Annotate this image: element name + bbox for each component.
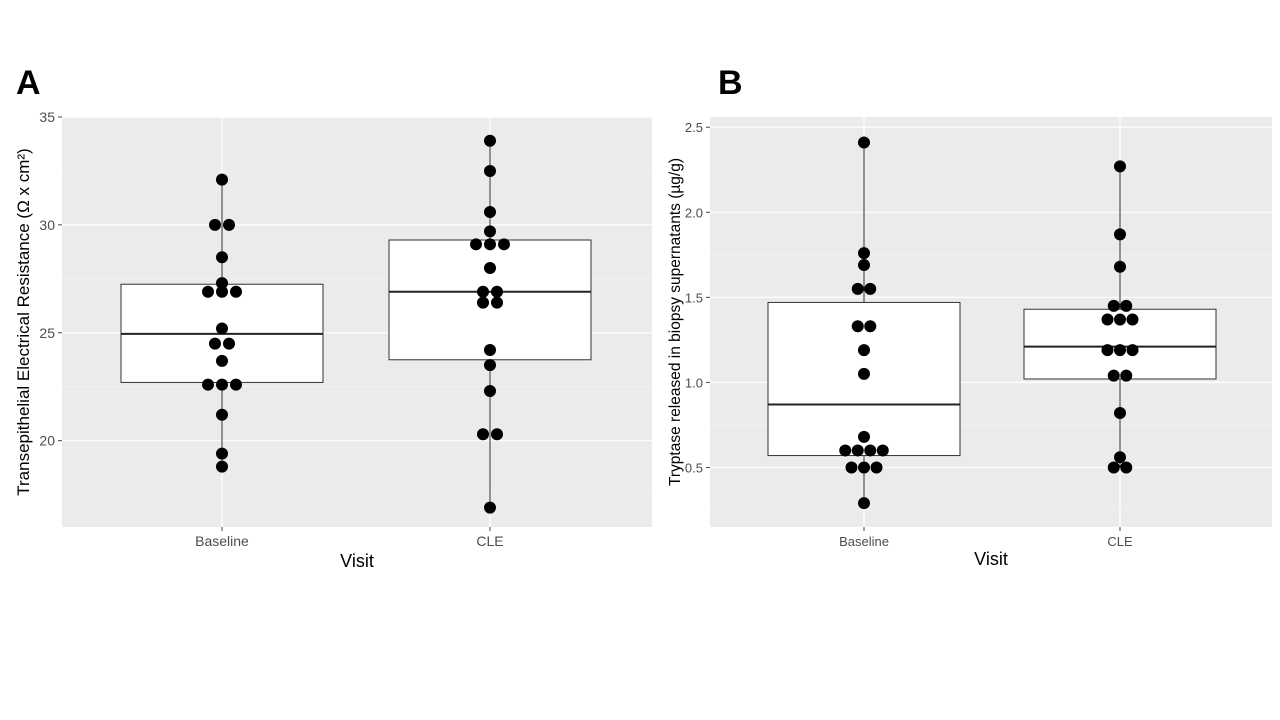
panel-b-data-point xyxy=(858,259,870,272)
panel-a-data-point xyxy=(216,285,228,298)
panel-b-data-point xyxy=(1120,461,1133,474)
panel-b-data-point xyxy=(1114,451,1126,464)
panel-a-data-point xyxy=(216,354,228,367)
panel-a-data-point xyxy=(216,408,228,421)
panel-a-data-point xyxy=(216,251,228,264)
panel-a-data-point xyxy=(216,173,228,186)
panel-b-data-point xyxy=(1107,369,1120,382)
panel-a-y-tick-label: 35 xyxy=(39,109,55,125)
panel-a-data-point xyxy=(484,134,496,147)
panel-a-x-axis-title: Visit xyxy=(340,551,374,571)
panel-b-data-point xyxy=(864,320,877,333)
panel-b-y-tick-label: 1.0 xyxy=(685,375,703,390)
panel-b-data-point xyxy=(858,136,870,149)
panel-a-data-point xyxy=(202,285,214,298)
panel-a-box-cle xyxy=(388,239,592,361)
panel-b-data-point xyxy=(864,282,877,295)
panel-b-data-point xyxy=(1114,407,1126,420)
panel-a-data-point xyxy=(491,428,503,441)
panel-a-y-axis-title: Transepithelial Electrical Resistance (Ω… xyxy=(14,148,33,495)
panel-b-data-point xyxy=(851,320,864,333)
panel-a-data-point xyxy=(484,164,496,177)
panel-b-data-point xyxy=(858,344,870,357)
panel-a-y-tick-label: 30 xyxy=(39,217,55,233)
panel-a-data-point xyxy=(230,285,242,298)
panel-b-data-point xyxy=(1114,313,1126,326)
panel-b-y-tick-label: 2.0 xyxy=(685,205,703,220)
panel-a-chart: 20 25 30 35 Baseline CLE Visit Transepithelial … xyxy=(14,109,652,571)
panel-a-data-point xyxy=(223,218,235,231)
panel-a-data-point xyxy=(491,296,503,309)
panel-b-data-point xyxy=(845,461,858,474)
panel-a-data-point xyxy=(484,501,496,514)
panel-a-data-point xyxy=(484,359,496,372)
panel-a-data-point xyxy=(202,378,214,391)
panel-b-x-tick-label: Baseline xyxy=(839,534,889,549)
panel-b-x-tick-label: CLE xyxy=(1107,534,1133,549)
panel-b-data-point xyxy=(1107,461,1120,474)
panel-a-data-point xyxy=(209,218,221,231)
panel-b-data-point xyxy=(858,367,870,380)
panel-b-data-point xyxy=(858,247,870,260)
panel-a-data-point xyxy=(216,322,228,335)
panel-a-data-point xyxy=(230,378,242,391)
panel-b-data-point xyxy=(1114,228,1126,241)
panel-a-data-point xyxy=(491,285,503,298)
panel-b-data-point xyxy=(858,497,870,510)
panel-a-x-tick-label: Baseline xyxy=(195,533,249,549)
panel-b-y-tick-label: 0.5 xyxy=(685,460,703,475)
panel-a-data-point xyxy=(484,262,496,275)
panel-a-data-point xyxy=(223,337,235,350)
panel-b-data-point xyxy=(1114,160,1126,173)
panel-a-data-point xyxy=(477,296,489,309)
panel-a-data-point xyxy=(484,225,496,238)
panel-b-data-point xyxy=(839,444,852,457)
panel-b-chart: 0.5 1.0 1.5 2.0 2.5 Baseline CLE Visit Tryptase … xyxy=(667,117,1272,569)
panel-b-data-point xyxy=(870,461,883,474)
panel-a-y-tick-label: 20 xyxy=(39,433,55,449)
panel-a-data-point xyxy=(477,285,489,298)
panel-a-data-point xyxy=(209,337,221,350)
panel-b-y-axis-title: Tryptase released in biopsy supernatants… xyxy=(667,158,684,486)
panel-a-data-point xyxy=(216,378,228,391)
panel-a-data-point xyxy=(216,277,228,290)
panel-b-data-point xyxy=(1120,369,1133,382)
panel-b-data-point xyxy=(1120,299,1133,312)
panel-a-data-point xyxy=(477,428,489,441)
panel-b-data-point xyxy=(851,282,864,295)
panel-b-data-point xyxy=(1114,260,1126,273)
panel-a-data-point xyxy=(216,460,228,473)
panel-b-data-point xyxy=(851,444,864,457)
panel-b-data-point xyxy=(1126,344,1139,357)
panel-b-data-point xyxy=(1126,313,1139,326)
panel-b-y-tick-label: 2.5 xyxy=(685,120,703,135)
panel-b-data-point xyxy=(864,444,877,457)
panel-b-data-point xyxy=(1114,344,1126,357)
panel-a-data-point xyxy=(484,238,496,251)
panel-a-data-point xyxy=(484,385,496,398)
panel-a-x-tick-label: CLE xyxy=(476,533,503,549)
panel-b-label: B xyxy=(718,64,743,102)
panel-a-data-point xyxy=(484,344,496,357)
panel-b-y-tick-label: 1.5 xyxy=(685,290,703,305)
panel-a-label: A xyxy=(16,64,41,102)
panel-b-data-point xyxy=(1101,344,1114,357)
panel-b-data-point xyxy=(876,444,889,457)
panel-a-data-point xyxy=(470,238,482,251)
panel-b-x-axis-title: Visit xyxy=(974,549,1008,569)
panel-a-y-tick-label: 25 xyxy=(39,325,55,341)
panel-b-data-point xyxy=(858,430,870,443)
panel-a-data-point xyxy=(498,238,510,251)
panel-a-data-point xyxy=(216,447,228,460)
panel-b-data-point xyxy=(1107,299,1120,312)
panel-b-data-point xyxy=(858,461,870,474)
panel-a-data-point xyxy=(484,205,496,218)
panel-b-data-point xyxy=(1101,313,1114,326)
